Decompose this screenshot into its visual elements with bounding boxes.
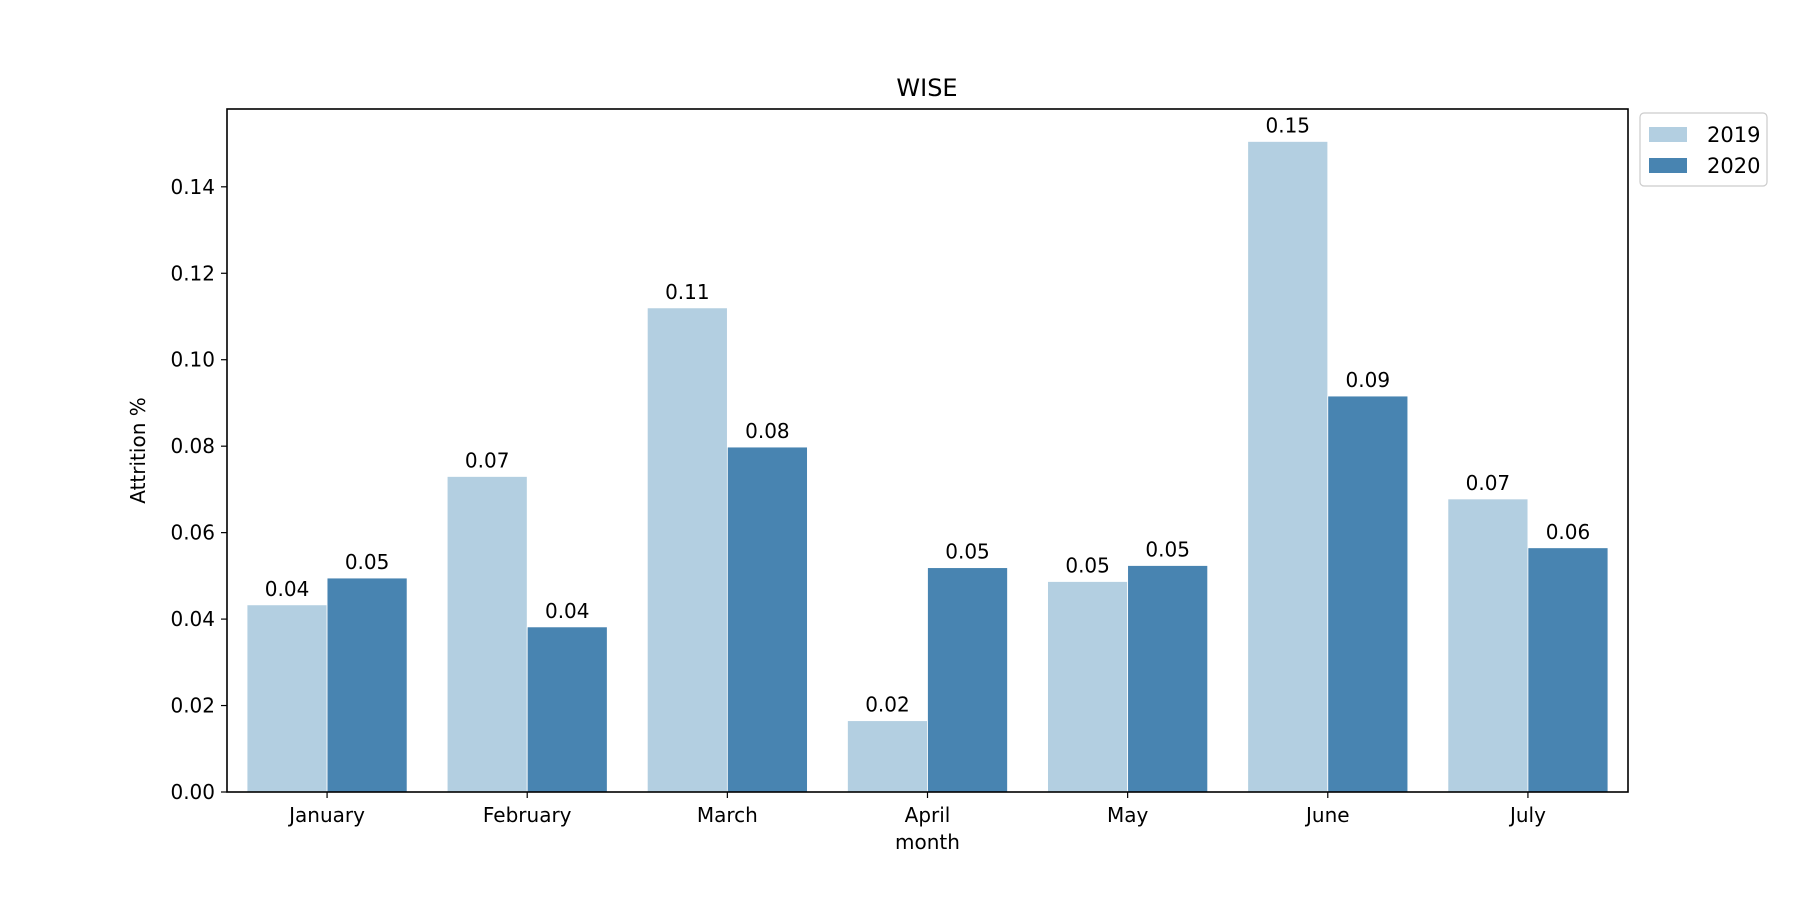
y-tick-label: 0.06	[170, 521, 215, 545]
bar-value-label: 0.11	[665, 280, 710, 304]
bar-value-label: 0.06	[1546, 520, 1591, 544]
bar-value-label: 0.02	[865, 693, 910, 717]
x-tick-label: June	[1304, 803, 1350, 827]
bar-value-label: 0.04	[545, 599, 590, 623]
legend-swatch-2020	[1649, 158, 1687, 173]
bar-2020-january	[326, 577, 408, 793]
plot-frame	[226, 108, 1629, 793]
bar-2019-july	[1447, 498, 1529, 793]
y-axis-label: Attrition %	[126, 397, 150, 503]
x-tick-label: April	[905, 803, 951, 827]
bar-value-label: 0.05	[1065, 553, 1110, 577]
y-tick-label: 0.12	[170, 261, 215, 285]
bar-value-label: 0.07	[465, 448, 510, 472]
bar-2020-april	[927, 567, 1008, 793]
x-tick-label: July	[1508, 803, 1546, 827]
bar-2019-march	[646, 307, 728, 793]
x-tick-label: March	[697, 803, 758, 827]
y-axis: 0.00 0.02 0.04 0.06 0.08 0.10 0.12 0.14	[170, 175, 227, 804]
bar-2019-june	[1247, 141, 1329, 793]
legend-label-2019: 2019	[1707, 123, 1760, 147]
bar-value-label: 0.05	[345, 550, 390, 574]
legend-label-2020: 2020	[1707, 154, 1760, 178]
bar-2020-march	[726, 446, 808, 793]
chart-title: WISE	[896, 74, 957, 102]
bar-2019-may	[1047, 581, 1129, 793]
bar-value-label: 0.04	[265, 577, 310, 601]
y-tick-label: 0.10	[170, 348, 215, 372]
bar-2019-february	[446, 476, 528, 793]
bar-2020-february	[526, 626, 608, 793]
bar-2019-january	[246, 604, 328, 793]
bar-value-label: 0.07	[1466, 471, 1511, 495]
y-tick-label: 0.14	[170, 175, 215, 199]
bar-2020-july	[1527, 547, 1609, 793]
bar-labels-layer: 0.04 0.05 0.07 0.04 0.11 0.08 0.02 0.05 0.05 0.05…	[265, 113, 1590, 716]
x-axis: January February March April May June July	[287, 792, 1546, 827]
legend: 2019 2020	[1639, 112, 1768, 187]
bar-2020-may	[1127, 565, 1209, 793]
bar-2020-june	[1327, 395, 1409, 793]
bar-value-label: 0.08	[745, 419, 790, 443]
x-tick-label: February	[483, 803, 572, 827]
bar-value-label: 0.05	[945, 540, 990, 564]
bars-layer	[246, 141, 1609, 793]
x-tick-label: May	[1107, 803, 1149, 827]
bar-value-label: 0.09	[1346, 368, 1391, 392]
bar-value-label: 0.05	[1145, 537, 1190, 561]
y-tick-label: 0.04	[170, 607, 215, 631]
legend-swatch-2019	[1649, 127, 1687, 142]
y-tick-label: 0.00	[170, 780, 215, 804]
bar-value-label: 0.15	[1265, 113, 1310, 137]
y-tick-label: 0.02	[170, 694, 215, 718]
y-tick-label: 0.08	[170, 434, 215, 458]
x-tick-label: January	[287, 803, 365, 827]
x-axis-label: month	[895, 830, 960, 854]
bar-2019-april	[847, 720, 928, 793]
